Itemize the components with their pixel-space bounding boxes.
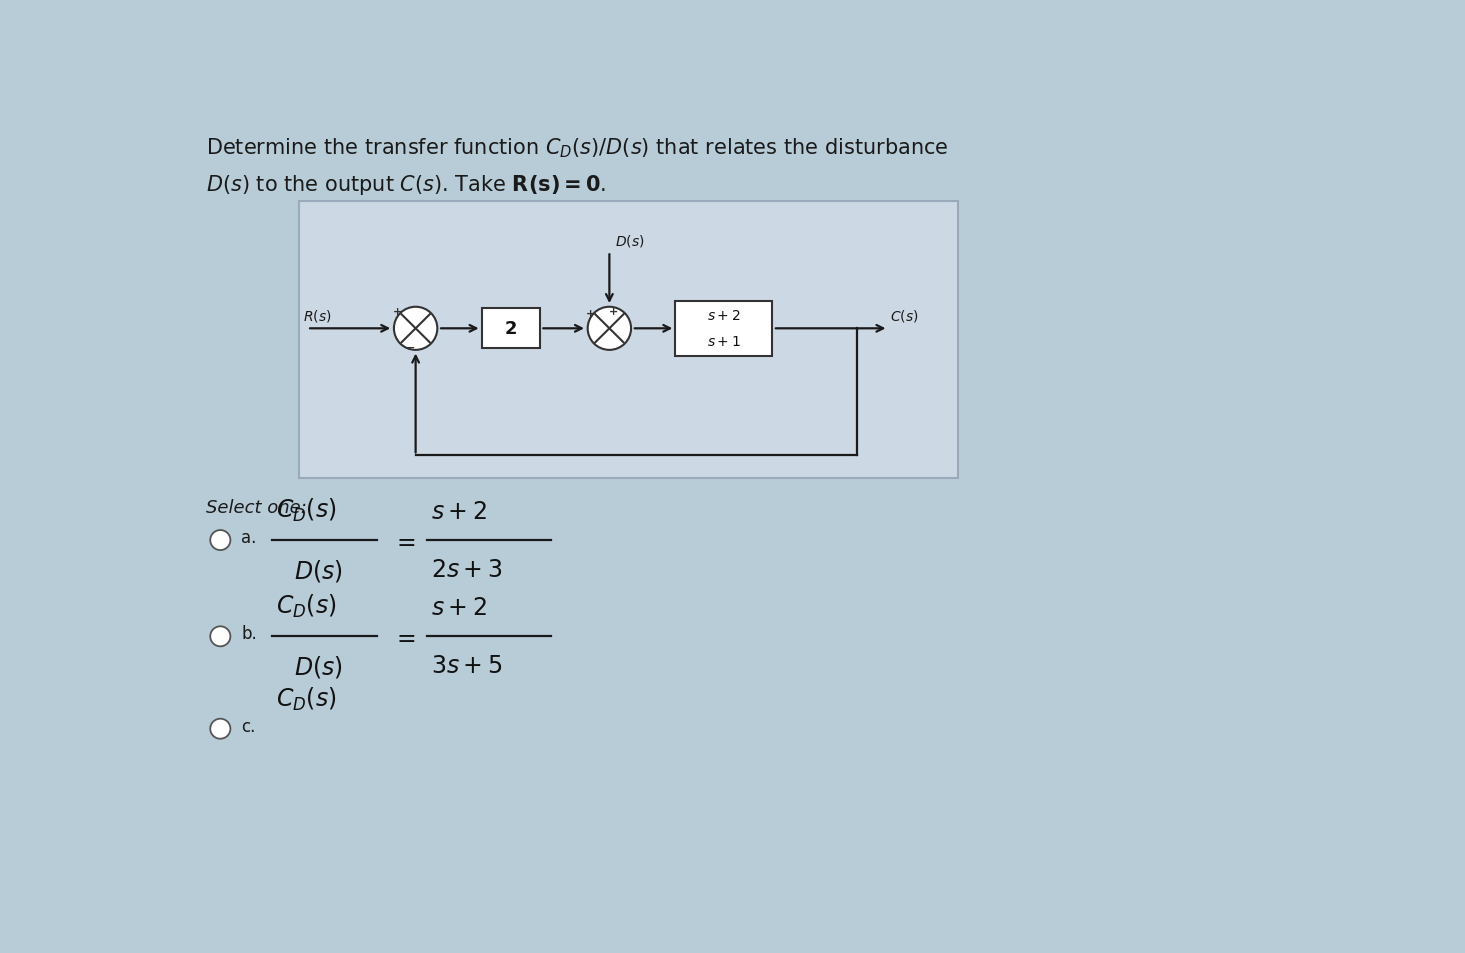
Text: $D(s)$: $D(s)$ <box>294 654 343 679</box>
Text: $=$: $=$ <box>393 529 416 553</box>
Text: $=$: $=$ <box>393 624 416 649</box>
Circle shape <box>211 531 230 551</box>
Text: Determine the transfer function $C_D(s)/D(s)$ that relates the disturbance: Determine the transfer function $C_D(s)/… <box>207 136 949 160</box>
Text: 2: 2 <box>504 320 517 338</box>
FancyBboxPatch shape <box>299 202 958 479</box>
Text: $D(s)$: $D(s)$ <box>294 558 343 583</box>
Text: a.: a. <box>242 528 256 546</box>
Text: $D(s)$ to the output $C(s)$. Take $\mathbf{R(s) = 0}$.: $D(s)$ to the output $C(s)$. Take $\math… <box>207 172 607 196</box>
FancyBboxPatch shape <box>482 309 539 349</box>
Circle shape <box>211 719 230 739</box>
Text: Select one:: Select one: <box>207 498 308 517</box>
Text: $s + 2$: $s + 2$ <box>431 499 486 523</box>
Text: c.: c. <box>242 717 255 735</box>
Text: $R(s)$: $R(s)$ <box>303 308 331 324</box>
Text: b.: b. <box>242 624 256 642</box>
Circle shape <box>211 627 230 647</box>
Text: $2s + 3$: $2s + 3$ <box>431 558 502 581</box>
Circle shape <box>394 308 438 351</box>
Text: $s+2$: $s+2$ <box>708 309 740 323</box>
FancyBboxPatch shape <box>675 301 772 356</box>
Text: $C_D(s)$: $C_D(s)$ <box>275 685 337 712</box>
Text: $C(s)$: $C(s)$ <box>889 308 919 324</box>
Text: +: + <box>586 308 596 318</box>
Text: $s+1$: $s+1$ <box>706 335 741 349</box>
Text: $s + 2$: $s + 2$ <box>431 596 486 619</box>
Text: $C_D(s)$: $C_D(s)$ <box>275 497 337 523</box>
Text: +: + <box>393 307 403 317</box>
Circle shape <box>587 308 631 351</box>
Text: $D(s)$: $D(s)$ <box>615 233 645 249</box>
Text: $C_D(s)$: $C_D(s)$ <box>275 593 337 619</box>
Text: +: + <box>609 307 618 317</box>
Text: −: − <box>403 341 415 355</box>
Text: $3s + 5$: $3s + 5$ <box>431 654 502 678</box>
